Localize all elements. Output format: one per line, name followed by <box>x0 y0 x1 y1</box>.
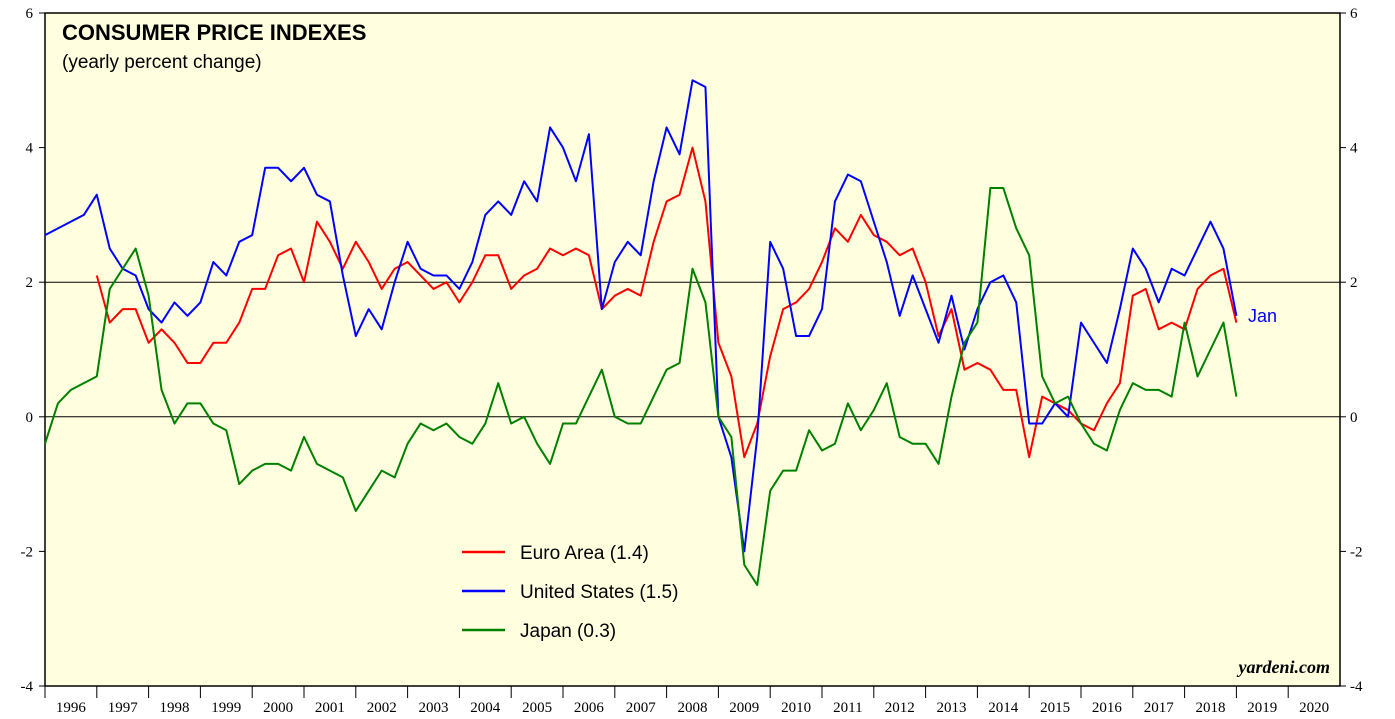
x-tick-label: 2010 <box>781 700 811 716</box>
x-tick-label: 1998 <box>160 700 190 716</box>
y-tick-label: 2 <box>26 275 34 291</box>
x-tick-label: 2018 <box>1196 700 1226 716</box>
y2-tick-label: 0 <box>1350 410 1358 426</box>
series-line <box>44 79 1238 553</box>
legend-label: Euro Area (1.4) <box>520 543 649 564</box>
y-tick-label: 4 <box>26 141 34 157</box>
x-tick-label: 2013 <box>937 700 967 716</box>
y2-tick-label: -2 <box>1350 544 1363 560</box>
x-tick-label: 2008 <box>678 700 708 716</box>
annotation: yardeni.com <box>1237 657 1331 677</box>
y-tick-label: -4 <box>21 679 34 695</box>
y2-tick-label: 2 <box>1350 275 1358 291</box>
x-tick-label: 2016 <box>1092 700 1123 716</box>
y-tick-label: 6 <box>26 6 34 22</box>
y2-tick-label: 4 <box>1350 141 1358 157</box>
legend-label: Japan (0.3) <box>520 621 616 642</box>
x-tick-label: 2007 <box>626 700 657 716</box>
chart-subtitle: (yearly percent change) <box>62 52 262 73</box>
legend-label: United States (1.5) <box>520 582 678 603</box>
x-tick-label: 2009 <box>729 700 759 716</box>
series-line <box>95 146 1238 459</box>
x-tick-label: 2001 <box>315 700 345 716</box>
y-tick-label: -2 <box>21 544 34 560</box>
annotation: Jan <box>1248 306 1277 326</box>
x-tick-label: 2003 <box>419 700 449 716</box>
x-tick-label: 2019 <box>1247 700 1277 716</box>
x-tick-label: 2006 <box>574 700 605 716</box>
x-tick-label: 1999 <box>211 700 241 716</box>
x-tick-label: 2004 <box>470 700 501 716</box>
x-tick-label: 2000 <box>263 700 293 716</box>
x-tick-label: 2014 <box>988 700 1019 716</box>
chart-title: CONSUMER PRICE INDEXES <box>62 20 366 45</box>
y2-tick-label: 6 <box>1350 6 1358 22</box>
x-tick-label: 2002 <box>367 700 397 716</box>
x-tick-label: 2015 <box>1040 700 1070 716</box>
series-line <box>44 186 1238 587</box>
x-tick-label: 2005 <box>522 700 552 716</box>
x-tick-label: 2020 <box>1299 700 1329 716</box>
x-tick-label: 2012 <box>885 700 915 716</box>
plot-area <box>44 12 1341 687</box>
x-tick-label: 2017 <box>1144 700 1175 716</box>
y2-tick-label: -4 <box>1350 679 1363 695</box>
x-tick-label: 2011 <box>833 700 862 716</box>
x-tick-label: 1996 <box>56 700 87 716</box>
x-tick-label: 1997 <box>108 700 139 716</box>
y-tick-label: 0 <box>26 410 34 426</box>
